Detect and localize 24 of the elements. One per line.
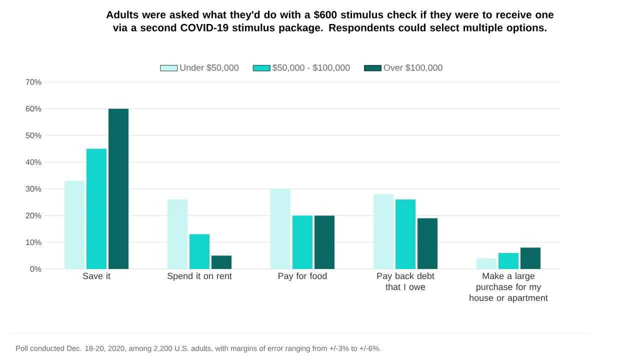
bar [396,200,416,269]
legend-label: $50,000 - $100,000 [272,64,350,72]
bar [418,218,438,269]
x-tick-label: Make a large purchase for my house or apartment [470,272,548,303]
bar [168,200,188,269]
chart-title: Adults were asked what they'd do with a $600 stimulus check if they were to receive one via a second COVID-19 stimulus package. Respondents could select multiple options. [106,10,554,34]
legend-label: Over $100,000 [384,64,442,72]
bar [374,194,394,269]
legend-label: Under $50,000 [180,64,239,72]
x-tick-label: Pay for food [278,272,327,281]
bar [190,234,210,269]
bar [108,108,129,269]
x-tick-label: Pay back debt that I owe [377,272,434,290]
bar [292,216,313,269]
bar [64,180,85,269]
bar [86,148,107,269]
bar [270,188,291,269]
x-tick-label: Spend it on rent [168,272,232,281]
bar [520,248,541,269]
bar [212,256,232,269]
bar [476,258,497,269]
bar [314,216,335,269]
bar [498,252,519,269]
x-tick-label: Save it [82,272,110,280]
